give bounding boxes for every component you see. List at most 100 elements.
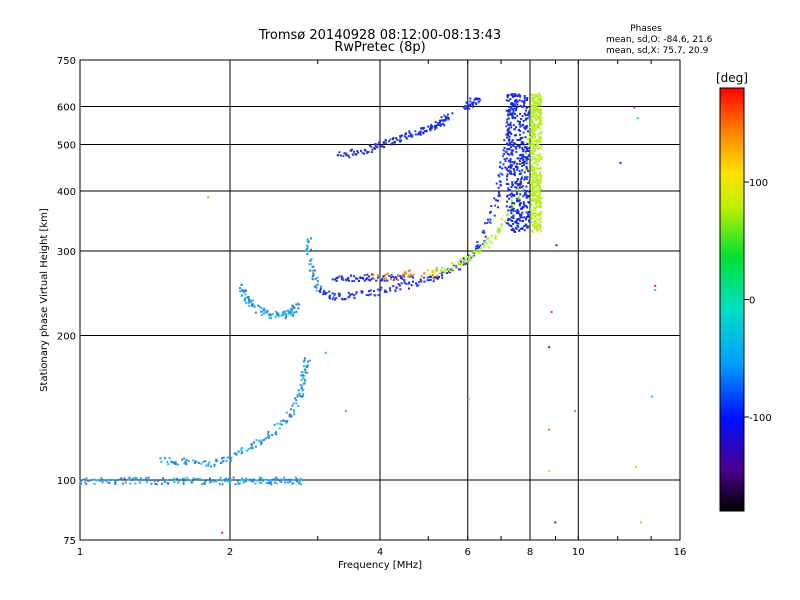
trace-point [369,293,372,296]
trace-point [282,419,285,422]
trace-point [384,289,387,292]
trace-point [415,282,417,285]
trace-point [502,155,505,158]
band-point [516,211,519,214]
band-point [516,114,519,117]
band-point [532,95,535,98]
band-point [538,160,540,163]
x-tick-label: 16 [674,547,687,558]
trace-point [262,439,265,442]
trace-point [204,464,207,467]
trace-point [199,478,202,480]
trace-point [240,447,243,450]
trace-point [298,482,301,485]
band-point [531,212,534,215]
trace-point [147,476,150,479]
band-point [540,101,543,104]
trace-point [403,135,406,138]
band-point [518,184,520,187]
trace-point [262,309,265,312]
trace-point [335,280,338,282]
trace-point [372,273,375,276]
trace-point [441,276,444,279]
band-point [533,194,536,197]
trace-point [497,199,499,202]
band-point [509,112,512,115]
trace-point [439,119,442,122]
trace-point [504,220,507,223]
band-point [508,197,511,200]
band-point [540,176,543,179]
band-point [519,193,522,196]
trace-point [505,133,508,136]
outlier-point [555,244,558,247]
band-point [531,137,534,140]
band-point [507,114,509,117]
trace-point [315,289,318,292]
band-point [535,100,538,103]
trace-point [512,104,515,107]
trace-point [448,270,450,273]
trace-point [302,374,305,377]
chart-subtitle: RwPretec (8p) [334,40,425,55]
trace-point [502,163,505,166]
trace-point [419,279,422,281]
trace-point [290,415,293,418]
trace-point [260,307,263,310]
trace-point [335,277,338,279]
trace-point [299,479,302,482]
band-point [536,217,539,220]
trace-point [486,221,489,224]
trace-point [513,203,516,206]
trace-point [378,289,381,292]
band-point [512,108,515,111]
band-point [511,115,514,118]
band-point [537,102,540,105]
trace-point [313,269,316,272]
trace-point [433,271,436,274]
band-point [519,104,522,107]
band-point [509,143,512,146]
band-point [511,139,514,142]
trace-point [222,478,225,481]
trace-point [518,179,521,182]
band-point [516,199,518,202]
band-point [517,222,520,225]
band-point [530,122,533,125]
trace-point [273,481,276,484]
trace-point [350,148,353,151]
trace-point [401,277,404,280]
band-point [530,214,533,217]
trace-point [319,291,322,293]
trace-point [178,480,180,483]
trace-point [361,151,364,154]
band-point [527,213,530,216]
trace-point [291,404,294,407]
trace-point [221,483,224,486]
trace-point [264,311,267,314]
trace-point [527,168,529,171]
band-point [535,140,538,143]
trace-point [467,254,470,257]
trace-point [277,315,280,318]
trace-point [483,243,485,246]
trace-point [378,141,380,144]
x-tick-label: 4 [377,547,383,558]
band-point [534,103,537,106]
trace-point [300,483,303,486]
band-point [507,187,510,190]
trace-point [183,462,186,465]
trace-point [145,481,148,483]
trace-point [429,127,431,130]
trace-point [498,194,501,197]
band-point [535,145,538,148]
trace-point [463,261,466,263]
trace-point [293,409,296,412]
band-point [537,194,540,197]
trace-point [430,124,433,127]
trace-point [423,130,426,133]
trace-point [509,209,511,212]
band-point [532,158,535,161]
band-point [532,177,535,180]
trace-point [194,478,197,481]
